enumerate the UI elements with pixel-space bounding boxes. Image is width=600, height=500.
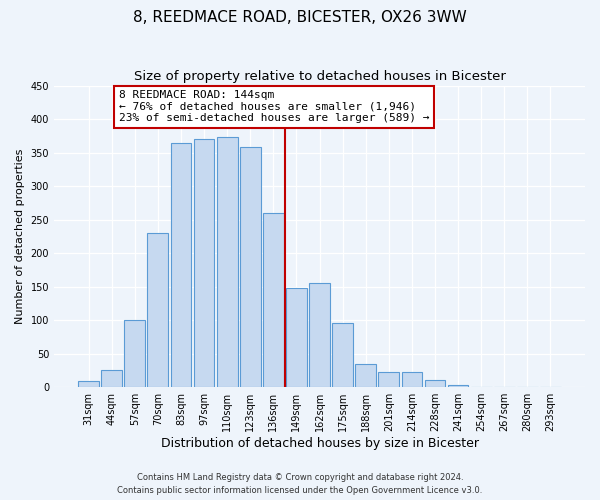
Bar: [78, 380, 99, 387]
Text: 8 REEDMACE ROAD: 144sqm
← 76% of detached houses are smaller (1,946)
23% of semi: 8 REEDMACE ROAD: 144sqm ← 76% of detache…: [119, 90, 429, 124]
Bar: [540, 386, 561, 387]
Bar: [332, 323, 353, 387]
Bar: [148, 233, 168, 387]
Bar: [286, 288, 307, 387]
Bar: [101, 370, 122, 387]
Bar: [448, 385, 469, 387]
Bar: [240, 147, 260, 387]
X-axis label: Distribution of detached houses by size in Bicester: Distribution of detached houses by size …: [161, 437, 479, 450]
Bar: [471, 386, 491, 387]
Bar: [217, 137, 238, 387]
Title: Size of property relative to detached houses in Bicester: Size of property relative to detached ho…: [134, 70, 505, 83]
Bar: [425, 380, 445, 387]
Bar: [194, 139, 214, 387]
Text: 8, REEDMACE ROAD, BICESTER, OX26 3WW: 8, REEDMACE ROAD, BICESTER, OX26 3WW: [133, 10, 467, 25]
Y-axis label: Number of detached properties: Number of detached properties: [15, 148, 25, 324]
Bar: [309, 284, 330, 387]
Bar: [124, 320, 145, 387]
Bar: [379, 372, 399, 387]
Text: Contains HM Land Registry data © Crown copyright and database right 2024.
Contai: Contains HM Land Registry data © Crown c…: [118, 474, 482, 495]
Bar: [263, 213, 284, 387]
Bar: [355, 364, 376, 387]
Bar: [170, 142, 191, 387]
Bar: [494, 386, 515, 387]
Bar: [401, 372, 422, 387]
